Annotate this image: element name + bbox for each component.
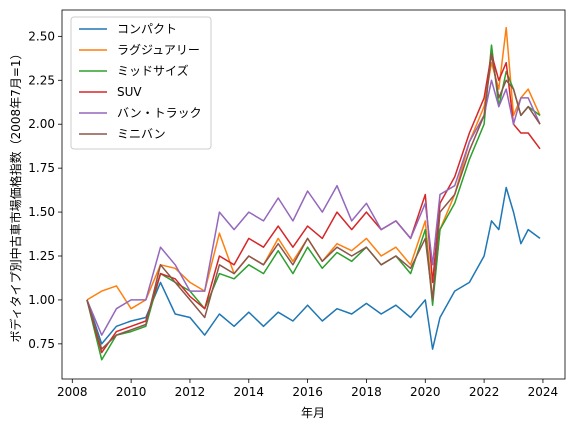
- plot-frame: [61, 9, 566, 380]
- series-line-1: [86, 186, 541, 350]
- y-tick-label: 1.00: [28, 293, 55, 307]
- legend-label-3: ミッドサイズ: [117, 63, 189, 78]
- y-tick-label: 2.25: [28, 73, 55, 87]
- x-axis: 2008 2010 2012 2014 2016 2018 2020 2022 2024: [57, 379, 558, 399]
- x-tick-label: 2018: [351, 385, 382, 399]
- x-tick-label: 2008: [57, 385, 88, 399]
- y-tick-label: 1.50: [28, 205, 55, 219]
- x-tick-label: 2022: [469, 385, 500, 399]
- y-tick-label: 2.00: [28, 117, 55, 131]
- legend-label-5: バン・トラック: [117, 106, 202, 120]
- x-tick-label: 2024: [528, 385, 559, 399]
- legend-label-1: コンパクト: [117, 22, 177, 36]
- x-tick-label: 2016: [292, 385, 323, 399]
- y-tick-label: 0.75: [28, 337, 55, 351]
- x-tick-label: 2010: [116, 385, 147, 399]
- y-tick-label: 2.50: [28, 29, 55, 43]
- y-axis: 0.75 1.00 1.25 1.50 1.75 2.00 2.25 2.50: [28, 29, 62, 351]
- legend-label-2: ラグジュアリー: [117, 43, 200, 57]
- legend-label-6: ミニバン: [117, 127, 166, 141]
- y-tick-label: 1.75: [28, 161, 55, 175]
- y-tick-label: 1.25: [28, 249, 55, 263]
- series-layer: [86, 26, 541, 361]
- x-tick-label: 2020: [410, 385, 441, 399]
- series-line-3: [86, 44, 541, 361]
- x-tick-label: 2012: [175, 385, 206, 399]
- y-axis-title: ボディタイプ別中古車市場価格指数（2008年7月=1）: [8, 47, 23, 342]
- x-axis-title: 年月: [301, 406, 325, 420]
- series-line-6: [86, 53, 541, 350]
- legend-label-4: SUV: [117, 85, 142, 99]
- x-tick-label: 2014: [234, 385, 265, 399]
- series-line-2: [86, 26, 541, 310]
- series-line-5: [86, 79, 541, 336]
